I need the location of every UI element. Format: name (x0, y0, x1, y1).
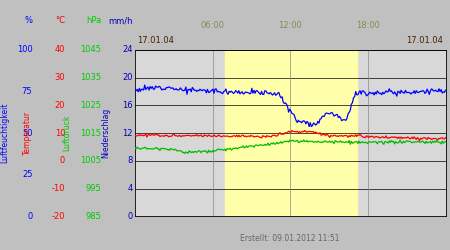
Text: Erstellt: 09.01.2012 11:51: Erstellt: 09.01.2012 11:51 (240, 234, 340, 243)
Text: 1045: 1045 (80, 46, 101, 54)
Text: 0: 0 (127, 212, 133, 221)
Text: Luftfeuchtigkeit: Luftfeuchtigkeit (0, 103, 9, 164)
Text: 1005: 1005 (80, 156, 101, 165)
Text: 12:00: 12:00 (279, 21, 302, 30)
Text: -10: -10 (52, 184, 65, 193)
Text: Temperatur: Temperatur (22, 111, 32, 155)
Text: 4: 4 (127, 184, 133, 193)
Text: 20: 20 (122, 73, 133, 82)
Text: -20: -20 (52, 212, 65, 221)
Text: %: % (24, 16, 32, 25)
Text: 25: 25 (22, 170, 32, 179)
Text: 40: 40 (55, 46, 65, 54)
Text: 16: 16 (122, 101, 133, 110)
Text: mm/h: mm/h (108, 16, 133, 25)
Text: 18:00: 18:00 (356, 21, 380, 30)
Text: 17.01.04: 17.01.04 (406, 36, 443, 45)
Text: 20: 20 (55, 101, 65, 110)
Text: °C: °C (55, 16, 65, 25)
Text: 50: 50 (22, 128, 32, 138)
Text: 12: 12 (122, 128, 133, 138)
Text: 985: 985 (86, 212, 101, 221)
Text: 17.01.04: 17.01.04 (137, 36, 174, 45)
Text: 995: 995 (86, 184, 101, 193)
Text: 06:00: 06:00 (201, 21, 225, 30)
Text: 1035: 1035 (80, 73, 101, 82)
Text: 75: 75 (22, 87, 32, 96)
Text: 100: 100 (17, 46, 32, 54)
Text: 30: 30 (54, 73, 65, 82)
Text: hPa: hPa (86, 16, 101, 25)
Text: 0: 0 (60, 156, 65, 165)
Text: 8: 8 (127, 156, 133, 165)
Text: 1015: 1015 (80, 128, 101, 138)
Text: 0: 0 (27, 212, 32, 221)
Text: Niederschlag: Niederschlag (102, 108, 111, 158)
Text: 24: 24 (122, 46, 133, 54)
Bar (225, 50, 357, 216)
Text: Luftdruck: Luftdruck (62, 115, 71, 151)
Text: 10: 10 (55, 128, 65, 138)
Text: 1025: 1025 (80, 101, 101, 110)
